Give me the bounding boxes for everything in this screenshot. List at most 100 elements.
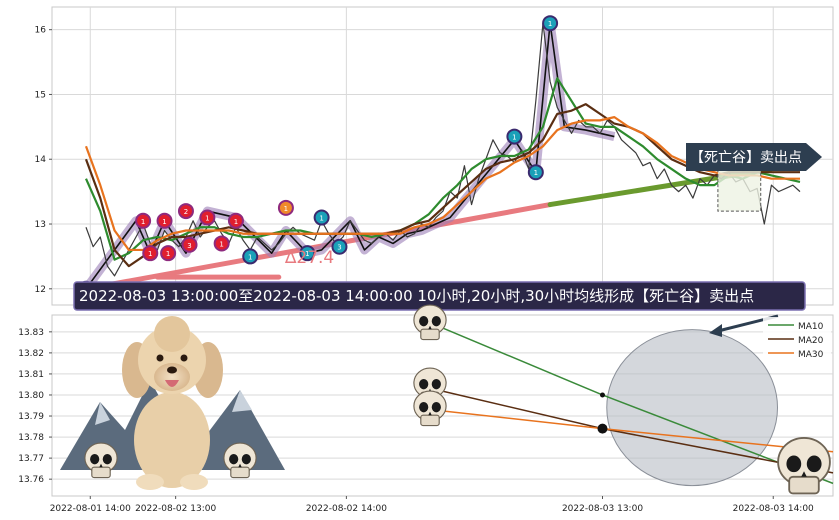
skull-icon <box>223 442 257 479</box>
ma-y-tick-label: 13.79 <box>18 412 44 422</box>
poodle-muzzle <box>154 363 190 391</box>
signal-box <box>717 165 762 212</box>
ma-y-tick-label: 13.76 <box>18 475 44 485</box>
time-x-axis: 2022-08-01 14:00 2022-08-02 13:00 2022-08-… <box>50 496 814 514</box>
skull-eye-right <box>431 378 441 390</box>
ma-y-tick-label: 13.80 <box>18 391 44 401</box>
x-tick-label: 2022-08-03 13:00 <box>562 504 643 514</box>
skull-icon <box>413 390 447 427</box>
skull-jaw <box>788 475 820 495</box>
signal-marker-label: 1 <box>234 218 238 226</box>
signal-marker <box>506 128 523 145</box>
skull-eye-right <box>806 455 822 473</box>
ma-y-tick-label: 13.78 <box>18 433 44 443</box>
signal-marker-label: 1 <box>162 218 166 226</box>
skull-eye-left <box>419 315 429 327</box>
skull-jaw <box>91 466 111 479</box>
signal-marker <box>160 245 177 262</box>
skull-decorations <box>84 304 831 495</box>
poodle-paw-right <box>180 474 208 490</box>
skull-icon <box>777 437 831 495</box>
ma-legend: MA10 MA20 MA30 <box>763 317 831 361</box>
signal-marker-label: 1 <box>512 134 516 142</box>
legend-label-ma20: MA20 <box>798 336 824 346</box>
signal-marker <box>181 236 198 253</box>
price-series <box>84 22 801 277</box>
legend-label-ma10: MA10 <box>798 322 824 332</box>
signal-arrow-label: 【死亡谷】卖出点 <box>690 150 802 166</box>
skull-icon <box>84 442 118 479</box>
cross-points <box>597 392 608 434</box>
signal-marker <box>199 209 216 226</box>
series-line-ma10 <box>84 77 801 261</box>
signal-marker <box>331 238 348 255</box>
ma-y-tick-label: 13.81 <box>18 370 44 380</box>
skull-icon <box>413 304 447 341</box>
signal-marker <box>142 245 159 262</box>
skull-jaw <box>230 466 250 479</box>
skull-nose <box>238 463 242 468</box>
legend-label-ma30: MA30 <box>798 350 824 360</box>
pointer-arrow-head <box>709 324 722 337</box>
poodle-paw-left <box>136 474 164 490</box>
price-y-axis: 12 13 14 15 16 <box>35 26 52 295</box>
signal-marker <box>135 212 152 229</box>
signal-marker-label: 1 <box>305 250 309 258</box>
signal-arrow: 【死亡谷】卖出点 <box>686 143 822 171</box>
price-y-tick-label: 13 <box>35 220 46 230</box>
poodle-illustration <box>122 316 223 490</box>
signal-marker-label: 1 <box>284 205 288 213</box>
ma-y-tick-label: 13.77 <box>18 454 44 464</box>
skull-nose <box>428 325 432 330</box>
cross-point <box>599 392 605 398</box>
price-y-tick-label: 15 <box>35 90 46 100</box>
skull-eye-left <box>419 401 429 413</box>
signal-markers: 111112311111113111 <box>78 15 559 297</box>
signal-marker <box>227 212 244 229</box>
signal-marker <box>213 235 230 252</box>
skull-nose <box>428 411 432 416</box>
signal-marker-label: 1 <box>319 215 323 223</box>
price-y-tick-label: 14 <box>35 155 47 165</box>
signal-marker-label: 1 <box>141 218 145 226</box>
skull-eye-left <box>419 378 429 390</box>
signal-marker <box>313 209 330 226</box>
signal-marker-label: 1 <box>205 215 209 223</box>
highlight-circle <box>606 329 779 487</box>
signal-marker-label: 1 <box>148 250 152 258</box>
signal-marker <box>277 199 294 216</box>
cross-point <box>597 423 608 434</box>
mountain-snow-right <box>232 390 252 412</box>
series-line-ma30 <box>84 116 800 252</box>
signal-banner-text: 2022-08-03 13:00:00至2022-08-03 14:00:00 … <box>79 287 754 305</box>
signal-arrow-shape <box>686 143 822 171</box>
signal-marker-label: 3 <box>187 242 191 250</box>
skull-jaw <box>420 414 440 427</box>
signal-marker-label: 1 <box>219 240 223 248</box>
signal-marker-label: 1 <box>166 250 170 258</box>
angle-label: ∆27.4 <box>284 248 334 268</box>
signal-marker <box>156 212 173 229</box>
skull-eye-right <box>431 401 441 413</box>
signal-marker <box>527 164 544 181</box>
signal-marker-label: 1 <box>248 253 252 261</box>
poodle-tongue <box>165 380 179 387</box>
ma-y-tick-label: 13.82 <box>18 349 44 359</box>
poodle-topknot <box>154 316 190 352</box>
x-tick-label: 2022-08-01 14:00 <box>50 504 131 514</box>
poodle-eye-right <box>180 354 188 362</box>
x-tick-label: 2022-08-02 13:00 <box>135 504 216 514</box>
signal-marker-label: 3 <box>337 244 341 252</box>
skull-eye-right <box>241 453 251 465</box>
price-y-tick-label: 16 <box>35 26 47 36</box>
skull-eye-left <box>90 453 100 465</box>
poodle-nose <box>167 366 177 374</box>
signal-marker-label: 1 <box>548 20 552 28</box>
skull-nose <box>801 471 807 477</box>
signal-marker <box>177 203 194 220</box>
signal-marker <box>242 248 259 265</box>
skull-eye-right <box>102 453 112 465</box>
skull-eye-left <box>786 455 802 473</box>
